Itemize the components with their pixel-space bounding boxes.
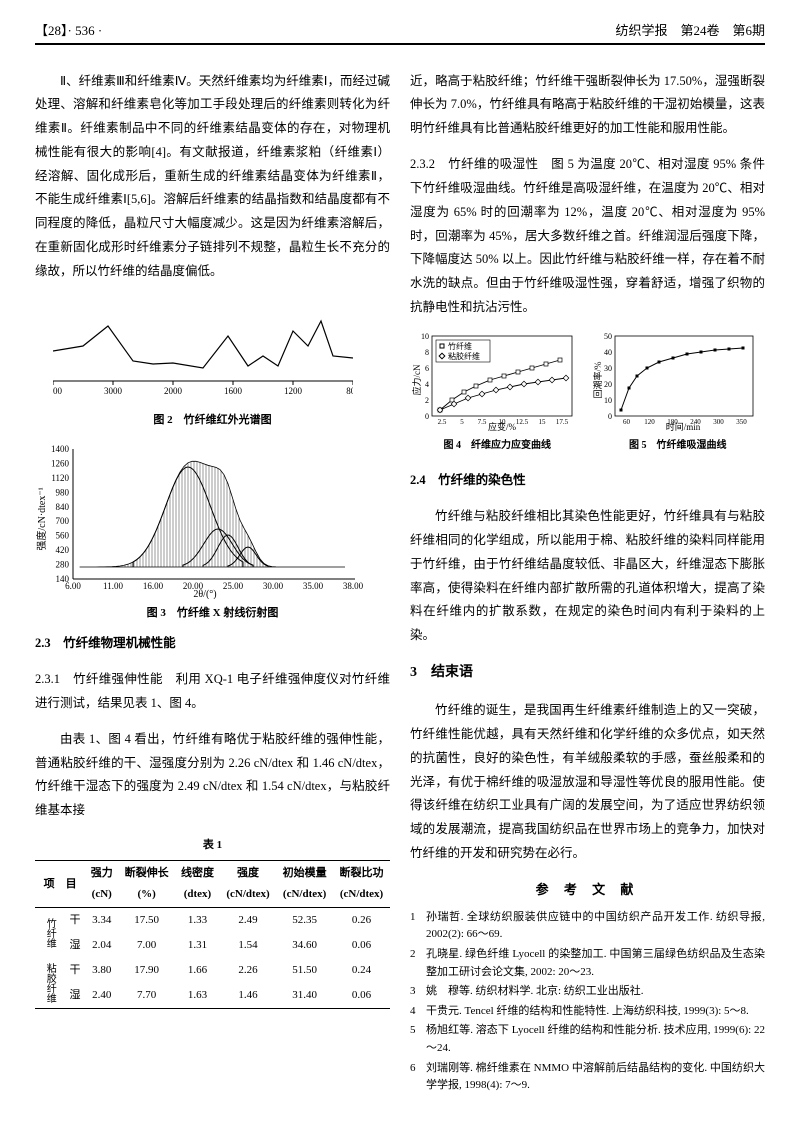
table1-title: 表 1 bbox=[35, 835, 390, 856]
svg-text:60: 60 bbox=[623, 418, 631, 426]
svg-text:420: 420 bbox=[56, 545, 70, 555]
moisture-svg: 50403020100 60120180240300350 回潮率/% 时间/m… bbox=[591, 332, 756, 432]
svg-text:强度/cN·dtex⁻¹: 强度/cN·dtex⁻¹ bbox=[35, 487, 48, 550]
stress-strain-svg: 1086420 2.557.51012.51517.5 竹纤维粘胶纤维 应力/c… bbox=[410, 332, 575, 432]
figure-4: 1086420 2.557.51012.51517.5 竹纤维粘胶纤维 应力/c… bbox=[410, 332, 585, 463]
references: 1孙瑞哲. 全球纺织服装供应链中的中国纺织产品开发工作. 纺织导报, 2002(… bbox=[410, 909, 765, 1095]
svg-text:5: 5 bbox=[460, 418, 464, 426]
svg-text:3000: 3000 bbox=[104, 386, 123, 396]
svg-text:7.5: 7.5 bbox=[478, 418, 487, 426]
svg-text:16.00: 16.00 bbox=[143, 581, 164, 591]
sec-2-4: 2.4 竹纤维的染色性 bbox=[410, 469, 765, 493]
para-231a: 2.3.1 竹纤维强伸性能 利用 XQ-1 电子纤维强伸度仪对竹纤维进行测试，结… bbox=[35, 668, 390, 716]
svg-text:0: 0 bbox=[608, 412, 612, 421]
xrd-svg: 140012601120980840700560420280140 6.0011… bbox=[35, 439, 365, 599]
svg-text:38.00: 38.00 bbox=[343, 581, 364, 591]
svg-text:1600: 1600 bbox=[224, 386, 243, 396]
sec-3: 3 结束语 bbox=[410, 660, 765, 687]
svg-text:10: 10 bbox=[421, 332, 429, 341]
left-column: Ⅱ、纤维素Ⅲ和纤维素Ⅳ。天然纤维素均为纤维素Ⅰ，而经过碱处理、溶解和纤维素皂化等… bbox=[35, 57, 390, 1097]
para-3: 竹纤维的诞生，是我国再生纤维素纤维制造上的又一突破，竹纤维性能优越，具有天然纤维… bbox=[410, 699, 765, 865]
fig5-caption: 图 5 竹纤维吸湿曲线 bbox=[591, 436, 766, 455]
svg-text:120: 120 bbox=[644, 418, 655, 426]
para-231b: 由表 1、图 4 看出，竹纤维有略优于粘胶纤维的强伸性能，普通粘胶纤维的干、湿强… bbox=[35, 728, 390, 823]
svg-text:6: 6 bbox=[425, 364, 429, 373]
header-left: 【28】· 536 · bbox=[35, 20, 102, 39]
para-24: 竹纤维与粘胶纤维相比其染色性能更好，竹纤维具有与粘胶纤维相同的化学组成，所以能用… bbox=[410, 505, 765, 648]
svg-text:0: 0 bbox=[425, 412, 429, 421]
svg-text:1260: 1260 bbox=[51, 458, 70, 468]
svg-text:17.5: 17.5 bbox=[556, 418, 569, 426]
svg-text:时间/min: 时间/min bbox=[665, 421, 700, 432]
fig4-caption: 图 4 纤维应力应变曲线 bbox=[410, 436, 585, 455]
svg-text:2θ/(°): 2θ/(°) bbox=[193, 589, 216, 599]
two-columns: Ⅱ、纤维素Ⅲ和纤维素Ⅳ。天然纤维素均为纤维素Ⅰ，而经过碱处理、溶解和纤维素皂化等… bbox=[35, 57, 765, 1097]
svg-text:280: 280 bbox=[56, 559, 70, 569]
svg-text:4000: 4000 bbox=[53, 386, 63, 396]
figure-2: 4000 3000 2000 1600 1200 800 bbox=[53, 296, 390, 406]
header-right: 纺织学报 第24卷 第6期 bbox=[615, 20, 765, 39]
svg-text:30: 30 bbox=[604, 364, 612, 373]
para: Ⅱ、纤维素Ⅲ和纤维素Ⅳ。天然纤维素均为纤维素Ⅰ，而经过碱处理、溶解和纤维素皂化等… bbox=[35, 70, 390, 284]
svg-text:700: 700 bbox=[56, 516, 70, 526]
svg-text:1120: 1120 bbox=[51, 473, 69, 483]
svg-text:回潮率/%: 回潮率/% bbox=[592, 361, 603, 399]
svg-text:8: 8 bbox=[425, 348, 429, 357]
svg-text:30.00: 30.00 bbox=[263, 581, 284, 591]
svg-text:20: 20 bbox=[604, 380, 612, 389]
svg-text:980: 980 bbox=[56, 487, 70, 497]
svg-text:10: 10 bbox=[604, 396, 612, 405]
right-column: 近，略高于粘胶纤维；竹纤维干强断裂伸长为 17.50%，湿强断裂伸长为 7.0%… bbox=[410, 57, 765, 1097]
ir-spectrum-svg: 4000 3000 2000 1600 1200 800 bbox=[53, 296, 353, 406]
svg-text:2000: 2000 bbox=[164, 386, 183, 396]
svg-text:840: 840 bbox=[56, 501, 70, 511]
page: 【28】· 536 · 纺织学报 第24卷 第6期 Ⅱ、纤维素Ⅲ和纤维素Ⅳ。天然… bbox=[0, 0, 800, 1117]
running-header: 【28】· 536 · 纺织学报 第24卷 第6期 bbox=[35, 20, 765, 45]
svg-text:800: 800 bbox=[346, 386, 353, 396]
svg-text:300: 300 bbox=[713, 418, 724, 426]
svg-text:50: 50 bbox=[604, 332, 612, 341]
figs-4-5: 1086420 2.557.51012.51517.5 竹纤维粘胶纤维 应力/c… bbox=[410, 332, 765, 463]
svg-text:2.5: 2.5 bbox=[438, 418, 447, 426]
svg-text:1400: 1400 bbox=[51, 444, 70, 454]
svg-text:2: 2 bbox=[425, 396, 429, 405]
sec-2-3: 2.3 竹纤维物理机械性能 bbox=[35, 632, 390, 656]
svg-text:竹纤维: 竹纤维 bbox=[448, 341, 472, 351]
svg-text:6.00: 6.00 bbox=[65, 581, 81, 591]
table-1: 项 目强力(cN)断裂伸长(%)线密度(dtex)强度(cN/dtex)初始模量… bbox=[35, 860, 390, 1008]
svg-text:粘胶纤维: 粘胶纤维 bbox=[448, 351, 480, 361]
svg-text:15: 15 bbox=[539, 418, 547, 426]
svg-text:350: 350 bbox=[736, 418, 747, 426]
fig2-caption: 图 2 竹纤维红外光谱图 bbox=[35, 410, 390, 431]
fig3-caption: 图 3 竹纤维 X 射线衍射图 bbox=[35, 603, 390, 624]
svg-text:560: 560 bbox=[56, 530, 70, 540]
para-r1: 近，略高于粘胶纤维；竹纤维干强断裂伸长为 17.50%，湿强断裂伸长为 7.0%… bbox=[410, 70, 765, 141]
svg-text:11.00: 11.00 bbox=[103, 581, 123, 591]
svg-text:12.5: 12.5 bbox=[516, 418, 529, 426]
svg-text:应变/%: 应变/% bbox=[488, 421, 517, 432]
para-232: 2.3.2 竹纤维的吸湿性 图 5 为温度 20℃、相对湿度 95% 条件下竹纤… bbox=[410, 153, 765, 319]
svg-text:25.00: 25.00 bbox=[223, 581, 244, 591]
svg-text:应力/cN: 应力/cN bbox=[411, 364, 422, 395]
svg-text:1200: 1200 bbox=[284, 386, 303, 396]
refs-heading: 参 考 文 献 bbox=[410, 878, 765, 903]
figure-3: 140012601120980840700560420280140 6.0011… bbox=[35, 439, 390, 599]
figure-5: 50403020100 60120180240300350 回潮率/% 时间/m… bbox=[591, 332, 766, 463]
svg-text:40: 40 bbox=[604, 348, 612, 357]
svg-text:35.00: 35.00 bbox=[303, 581, 324, 591]
svg-text:4: 4 bbox=[425, 380, 429, 389]
